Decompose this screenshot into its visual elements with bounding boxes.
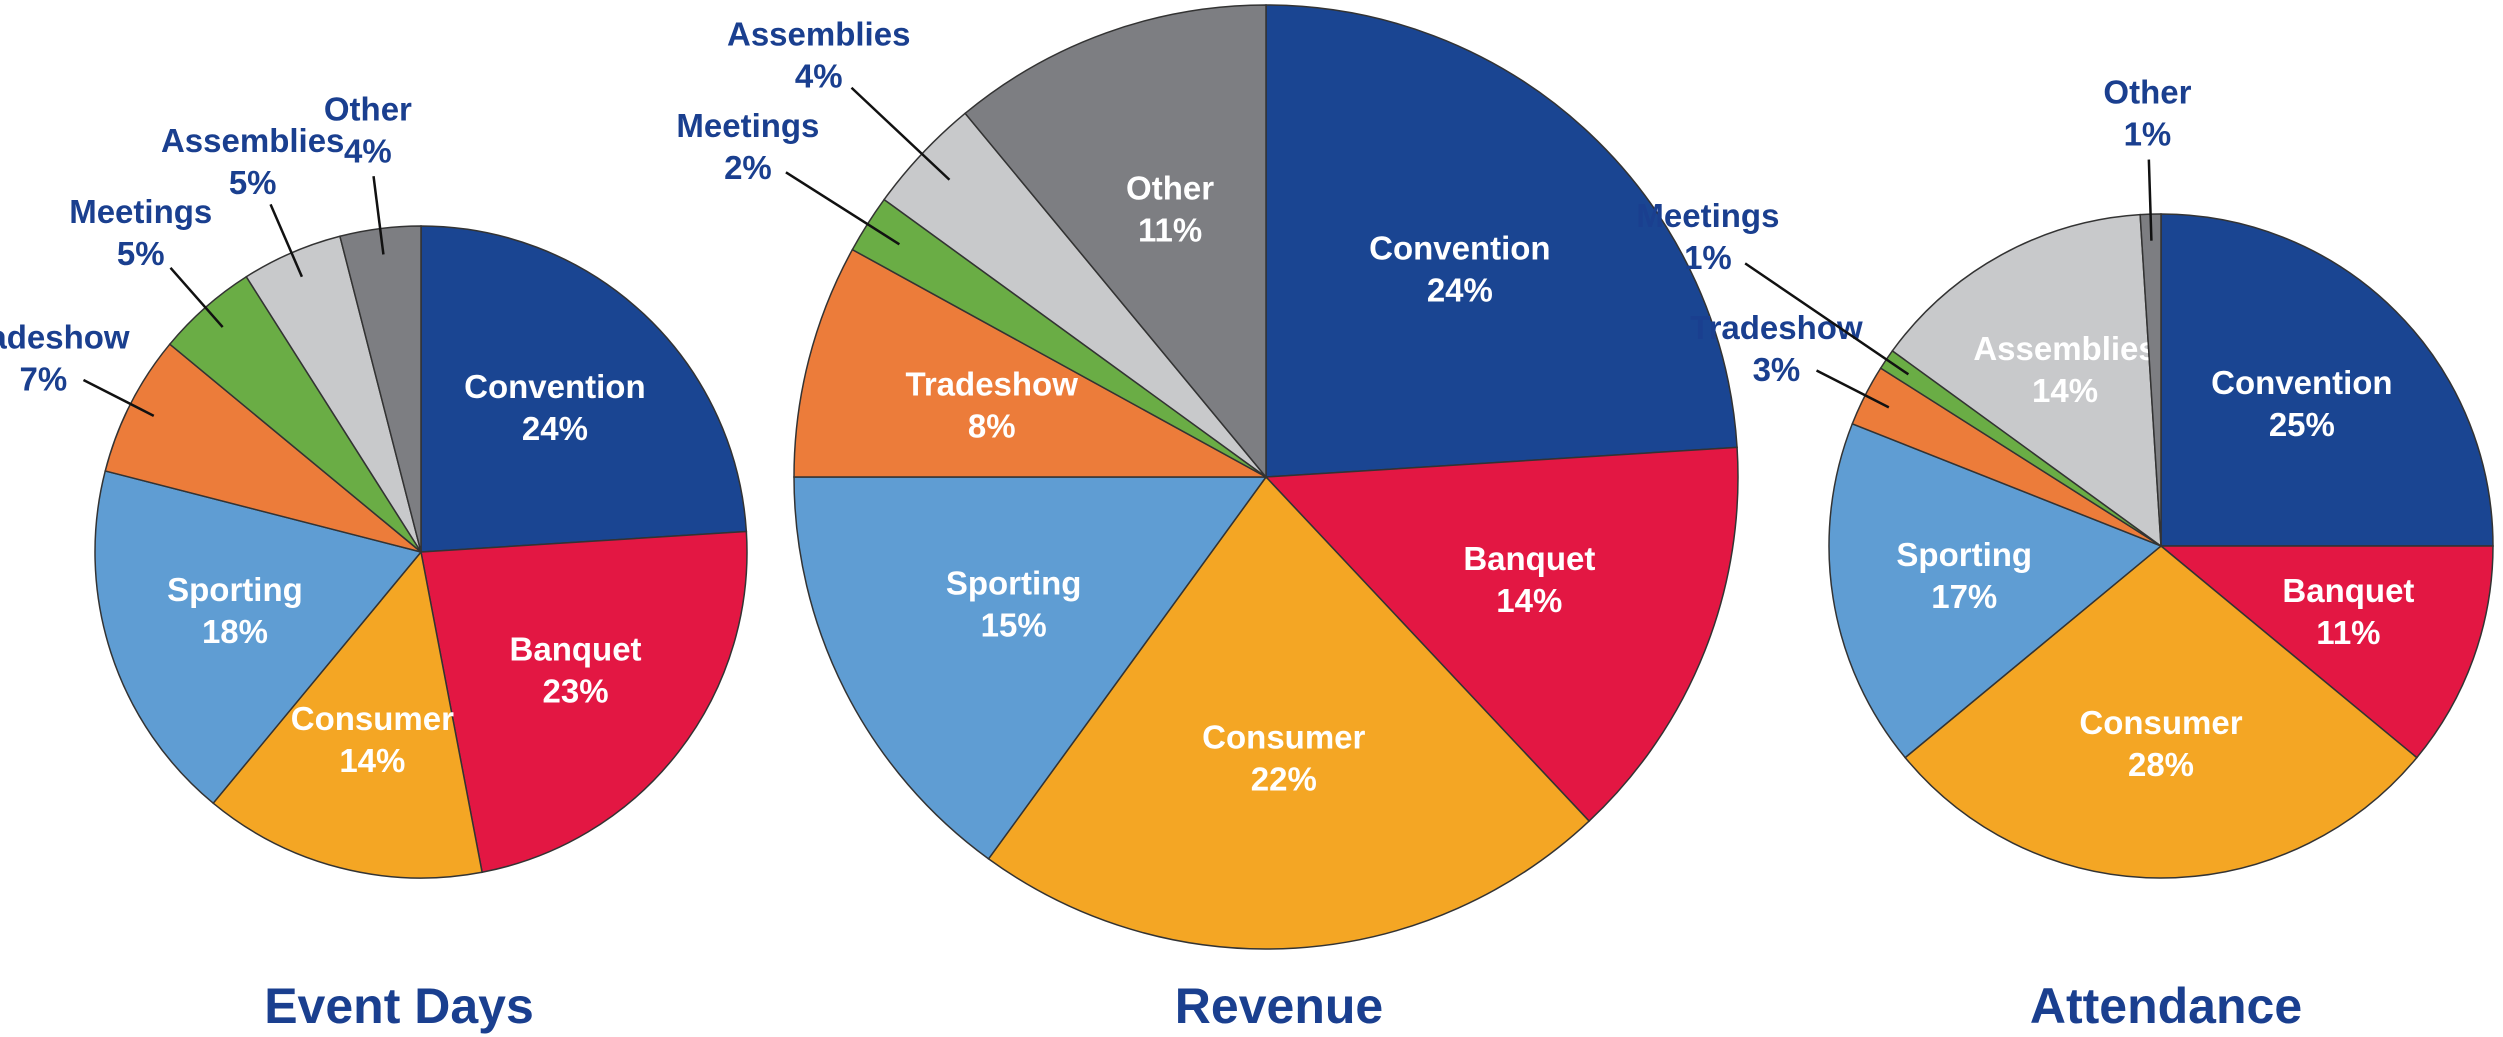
slice-label: Convention <box>2211 364 2392 401</box>
slice-value-label: 4% <box>344 132 392 169</box>
slice-value-label: 17% <box>1931 578 1997 615</box>
slice-label: Banquet <box>1463 540 1595 577</box>
slice-value-label: 23% <box>543 673 609 710</box>
slice-label: Assemblies <box>161 122 344 159</box>
slice-value-label: 24% <box>1427 271 1493 308</box>
pie-slice <box>1904 545 2418 879</box>
slice-value-label: 14% <box>1496 582 1562 619</box>
slice-value-label: 14% <box>2032 372 2098 409</box>
slice-label: Meetings <box>69 193 212 230</box>
leader-line <box>269 203 304 278</box>
leader-line <box>1744 262 1910 376</box>
slice-label: Other <box>324 90 412 127</box>
leader-line <box>82 378 155 417</box>
pie-slice <box>1828 422 2163 759</box>
slice-value-label: 1% <box>1684 239 1732 276</box>
pie-slice <box>793 248 1267 478</box>
slice-label: Consumer <box>1202 718 1365 755</box>
slice-value-label: 24% <box>522 410 588 447</box>
pie-slice <box>2160 213 2494 547</box>
slice-label: Meetings <box>676 107 819 144</box>
pie-slice <box>94 470 423 805</box>
pie-slice <box>2158 545 2494 759</box>
leader-line <box>2147 159 2153 241</box>
pie-slice <box>1264 446 1739 823</box>
pie-slice <box>987 475 1591 950</box>
pie-slice <box>1891 213 2162 548</box>
slice-label: Banquet <box>2282 572 2414 609</box>
pie-slice <box>1265 4 1738 478</box>
pie-slice <box>793 476 1268 860</box>
leader-line <box>372 176 385 255</box>
leader-line <box>1815 369 1890 409</box>
leader-line <box>169 267 224 328</box>
pie-slice <box>420 225 748 553</box>
slice-value-label: 5% <box>229 164 277 201</box>
chart-title: Event Days <box>264 978 534 1034</box>
slice-value-label: 3% <box>1753 351 1801 388</box>
slice-label: Sporting <box>946 564 1082 601</box>
slice-label: Other <box>1126 169 1214 206</box>
slice-value-label: 1% <box>2124 115 2172 152</box>
slice-label: Convention <box>464 368 645 405</box>
slice-value-label: 18% <box>202 613 268 650</box>
slice-label: Banquet <box>510 631 642 668</box>
slice-label: Tradeshow <box>0 318 130 355</box>
slice-label: Assemblies <box>727 16 910 53</box>
slice-value-label: 25% <box>2269 406 2335 443</box>
slice-label: Other <box>2103 73 2191 110</box>
slice-value-label: 15% <box>981 606 1047 643</box>
leader-line <box>785 171 901 246</box>
slice-label: Consumer <box>291 700 454 737</box>
slice-value-label: 14% <box>339 742 405 779</box>
slice-label: Sporting <box>1896 536 2032 573</box>
slice-value-label: 7% <box>20 360 68 397</box>
slice-label: Sporting <box>167 571 303 608</box>
slice-label: Tradeshow <box>906 365 1079 402</box>
pie-slice <box>420 530 748 874</box>
pie-slice <box>964 4 1267 480</box>
slice-label: Convention <box>1369 229 1550 266</box>
chart-title: Attendance <box>2030 978 2302 1034</box>
slice-value-label: 28% <box>2128 746 2194 783</box>
slice-value-label: 4% <box>795 58 843 95</box>
slice-label: Assemblies <box>1973 330 2156 367</box>
chart-title: Revenue <box>1175 978 1383 1034</box>
pie-slice <box>212 550 483 879</box>
slice-value-label: 8% <box>968 407 1016 444</box>
slice-label: Meetings <box>1636 197 1779 234</box>
slice-value-label: 11% <box>2316 614 2380 651</box>
slice-value-label: 22% <box>1251 760 1317 797</box>
slice-label: Tradeshow <box>1690 309 1863 346</box>
slice-label: Consumer <box>2079 704 2242 741</box>
slice-value-label: 11% <box>1138 211 1202 248</box>
leader-line <box>850 86 951 181</box>
slice-value-label: 2% <box>724 149 772 186</box>
slice-value-label: 5% <box>117 235 165 272</box>
